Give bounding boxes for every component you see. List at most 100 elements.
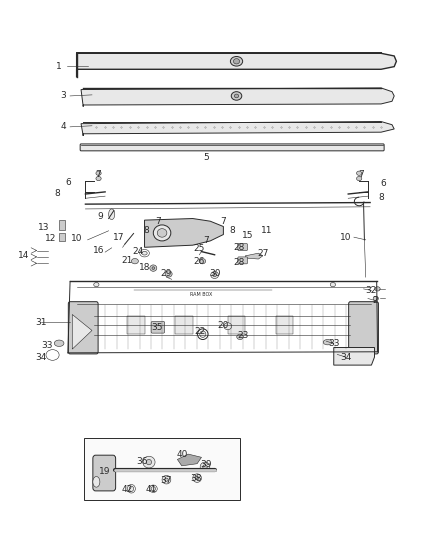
Text: 40: 40 (176, 450, 187, 458)
Ellipse shape (203, 465, 207, 469)
Text: 7: 7 (203, 237, 209, 245)
FancyBboxPatch shape (228, 316, 245, 334)
Ellipse shape (162, 475, 171, 484)
Ellipse shape (96, 176, 101, 181)
Ellipse shape (151, 487, 155, 491)
Text: 23: 23 (237, 332, 249, 340)
Ellipse shape (165, 271, 172, 277)
FancyBboxPatch shape (93, 455, 116, 491)
Ellipse shape (193, 474, 201, 482)
Polygon shape (177, 454, 201, 466)
Polygon shape (72, 314, 92, 349)
Text: 24: 24 (132, 247, 144, 256)
Ellipse shape (237, 334, 244, 340)
FancyBboxPatch shape (276, 316, 293, 334)
Text: 7: 7 (220, 217, 226, 225)
Ellipse shape (224, 323, 232, 329)
Ellipse shape (109, 209, 115, 220)
Ellipse shape (231, 92, 242, 100)
Ellipse shape (357, 171, 362, 175)
Text: 36: 36 (137, 457, 148, 465)
Text: 13: 13 (38, 223, 49, 232)
Text: 22: 22 (194, 327, 206, 336)
Bar (59, 220, 65, 230)
Text: 8: 8 (144, 226, 150, 235)
Text: 16: 16 (93, 246, 104, 255)
Ellipse shape (199, 259, 206, 264)
Text: 6: 6 (380, 180, 386, 188)
Ellipse shape (146, 459, 152, 465)
Ellipse shape (330, 282, 336, 287)
Bar (59, 233, 65, 241)
Ellipse shape (373, 296, 378, 301)
Ellipse shape (129, 486, 134, 491)
Text: 7: 7 (95, 171, 102, 179)
Text: 33: 33 (328, 340, 339, 348)
Ellipse shape (54, 340, 64, 346)
Text: 18: 18 (139, 263, 150, 272)
Ellipse shape (157, 229, 167, 237)
Ellipse shape (323, 340, 332, 345)
Text: 4: 4 (61, 123, 66, 131)
Text: 8: 8 (378, 193, 384, 201)
Text: 11: 11 (261, 227, 273, 235)
Polygon shape (334, 348, 374, 365)
Text: 42: 42 (121, 485, 133, 494)
Ellipse shape (142, 252, 147, 255)
Ellipse shape (94, 282, 99, 287)
Ellipse shape (96, 171, 101, 175)
Ellipse shape (213, 273, 216, 277)
Text: 35: 35 (151, 324, 162, 332)
Text: 10: 10 (340, 233, 352, 241)
Text: 10: 10 (71, 234, 82, 243)
Text: 5: 5 (203, 153, 209, 161)
Text: 28: 28 (233, 244, 244, 252)
Text: 3: 3 (60, 92, 67, 100)
Ellipse shape (165, 478, 168, 481)
Ellipse shape (357, 176, 362, 181)
Polygon shape (145, 219, 223, 247)
FancyBboxPatch shape (238, 244, 247, 251)
Text: 20: 20 (218, 321, 229, 329)
Text: 37: 37 (161, 476, 172, 484)
Ellipse shape (152, 266, 155, 269)
Text: 6: 6 (65, 179, 71, 187)
Text: 28: 28 (233, 258, 244, 266)
Polygon shape (77, 53, 396, 77)
Polygon shape (81, 122, 394, 136)
Text: 26: 26 (194, 257, 205, 265)
FancyBboxPatch shape (68, 302, 98, 354)
Text: 8: 8 (229, 226, 235, 235)
FancyBboxPatch shape (127, 316, 145, 334)
Ellipse shape (195, 477, 199, 480)
Text: 32: 32 (366, 286, 377, 295)
Ellipse shape (211, 272, 219, 279)
Text: 15: 15 (242, 231, 253, 240)
FancyBboxPatch shape (151, 321, 165, 333)
Text: 31: 31 (35, 318, 46, 327)
Ellipse shape (233, 59, 240, 64)
Polygon shape (81, 88, 394, 107)
Polygon shape (245, 253, 263, 259)
Ellipse shape (234, 94, 239, 98)
Text: 30: 30 (210, 269, 221, 278)
FancyBboxPatch shape (80, 144, 384, 151)
Ellipse shape (143, 456, 155, 468)
Ellipse shape (93, 477, 100, 487)
Text: 41: 41 (145, 485, 157, 494)
Text: RAM BOX: RAM BOX (190, 292, 213, 296)
FancyBboxPatch shape (84, 438, 240, 500)
Ellipse shape (150, 265, 157, 271)
Text: 29: 29 (160, 269, 171, 278)
Text: 39: 39 (200, 461, 212, 469)
Ellipse shape (200, 331, 206, 337)
Text: 34: 34 (340, 353, 352, 361)
Ellipse shape (200, 462, 210, 472)
Text: 8: 8 (54, 189, 60, 198)
FancyBboxPatch shape (175, 316, 193, 334)
Text: 9: 9 (98, 213, 104, 221)
Text: 21: 21 (121, 256, 133, 264)
Text: 14: 14 (18, 252, 30, 260)
FancyBboxPatch shape (349, 302, 378, 354)
Text: 19: 19 (99, 467, 111, 476)
